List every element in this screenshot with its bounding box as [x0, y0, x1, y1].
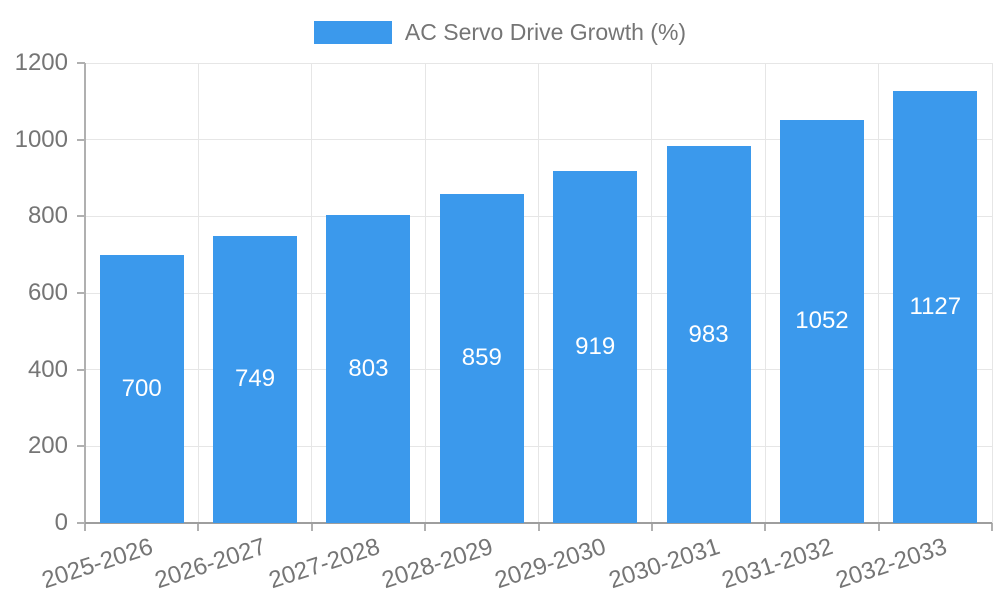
- legend-label: AC Servo Drive Growth (%): [404, 19, 687, 45]
- gridline-v: [197, 63, 199, 523]
- y-axis-label: 400: [27, 355, 68, 383]
- x-axis-label: 2032-2033: [832, 533, 950, 595]
- legend-swatch: [313, 20, 392, 44]
- gridline-v: [764, 63, 766, 523]
- y-axis-tick: [77, 215, 85, 218]
- y-axis-tick: [77, 62, 85, 64]
- x-axis-label: 2028-2029: [378, 533, 497, 595]
- x-axis-label: 2031-2032: [718, 533, 837, 595]
- y-axis-tick: [77, 445, 85, 448]
- x-axis-tick: [84, 523, 86, 531]
- x-axis-tick: [197, 523, 200, 531]
- bar: [666, 146, 751, 523]
- x-axis-tick: [764, 523, 767, 531]
- x-axis-label: 2029-2030: [492, 533, 610, 595]
- bar-value-label: 1127: [909, 292, 962, 320]
- y-axis-line: [84, 63, 86, 523]
- y-axis-tick: [77, 292, 85, 294]
- bar: [893, 90, 978, 523]
- bar-value-label: 983: [688, 320, 729, 348]
- gridline-v: [311, 63, 313, 523]
- bar-value-label: 919: [575, 332, 616, 360]
- bar-value-label: 700: [121, 374, 162, 402]
- gridline-v: [424, 63, 426, 523]
- legend: AC Servo Drive Growth (%): [0, 19, 1000, 45]
- x-axis-tick: [650, 523, 653, 531]
- y-axis-tick: [77, 368, 85, 371]
- y-axis-tick: [77, 138, 85, 141]
- y-axis-label: 600: [27, 279, 68, 306]
- y-axis-label: 200: [27, 432, 68, 460]
- y-axis-tick: [77, 522, 85, 524]
- x-axis-tick: [424, 523, 427, 531]
- x-axis-tick: [310, 523, 313, 531]
- y-axis-label: 0: [54, 509, 68, 536]
- y-axis-label: 1000: [14, 125, 68, 153]
- bar: [439, 193, 524, 523]
- bar-value-label: 749: [235, 365, 276, 393]
- gridline-v: [991, 63, 993, 523]
- x-axis-baseline: [85, 522, 992, 524]
- bar-value-label: 803: [348, 355, 389, 383]
- x-axis-tick: [537, 523, 540, 531]
- x-axis-label: 2026-2027: [151, 533, 270, 595]
- gridline-v: [538, 63, 539, 523]
- y-axis-label: 1200: [14, 49, 68, 76]
- gridline-v: [878, 63, 880, 523]
- x-axis-tick: [991, 523, 993, 531]
- x-axis-label: 2025-2026: [38, 533, 157, 595]
- bar: [779, 119, 864, 523]
- bar-value-label: 859: [461, 344, 502, 372]
- x-axis-label: 2030-2031: [605, 533, 723, 595]
- x-axis-label: 2027-2028: [265, 533, 383, 595]
- bar: [213, 235, 298, 523]
- bar-value-label: 1052: [795, 307, 849, 335]
- gridline-v: [651, 63, 653, 523]
- y-axis-label: 800: [27, 202, 68, 230]
- bar: [326, 215, 411, 523]
- x-axis-tick: [877, 523, 880, 531]
- bar: [99, 254, 184, 523]
- bar: [553, 170, 638, 523]
